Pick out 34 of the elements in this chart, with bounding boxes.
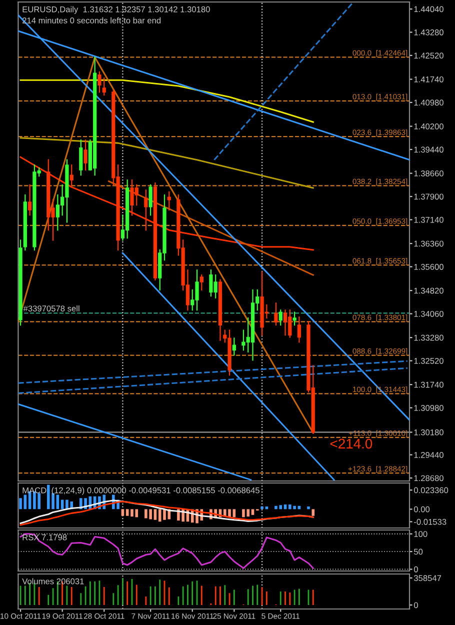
y-tick-label: 0.00 [414,506,430,512]
y-tick-label: 1.30180 [414,429,444,436]
y-tick-label: 1.41740 [414,76,444,82]
y-tick-label: 1.38660 [414,170,444,176]
y-tick-label: 1.40200 [414,123,444,130]
chart-title: Volumes 206031 [22,578,84,584]
y-tick-label: 1.31740 [414,382,444,388]
y-tick-label: 0.023360 [414,487,448,494]
y-tick-label: 1.32520 [414,358,444,364]
y-tick-label: 1.34060 [414,310,444,317]
annotation: <214.0 [330,438,372,449]
y-tick-label: 1.39440 [414,146,444,153]
y-tick-label: 358547 [414,575,442,582]
y-tick-label: -0.01533 [414,518,446,525]
y-tick-label: 1.28680 [414,475,444,482]
annotation: #33970578 sell [23,305,80,312]
y-tick-label: 1.33280 [414,334,444,341]
y-tick-label: 1.30980 [414,404,444,411]
y-tick-label: 1.40980 [414,100,444,106]
y-tick-label: 1.37140 [414,216,444,223]
y-tick-label: 1.44040 [414,6,444,12]
y-tick-label: 1.35600 [414,264,444,270]
y-tick-label: 1.37900 [414,194,444,200]
chart-title: MACD (12,24,9) 0.0000000 -0.0049531 -0.0085155 -0.0068645 [22,487,260,495]
y-tick-label: 1.42520 [414,52,444,59]
y-tick-label: 50 [414,548,423,555]
y-tick-label: 100 [414,531,428,537]
y-tick-label: 1.29440 [414,452,444,458]
y-tick-label: 1.43280 [414,29,444,36]
y-tick-label: 0 [414,602,418,608]
y-tick-label: 1.34820 [414,288,444,294]
y-tick-label: 1.36360 [414,240,444,247]
chart-title: EURUSD,Daily 1.31632 1.32357 1.30142 1.30180 [22,6,210,14]
y-tick-label: 0 [414,566,418,572]
